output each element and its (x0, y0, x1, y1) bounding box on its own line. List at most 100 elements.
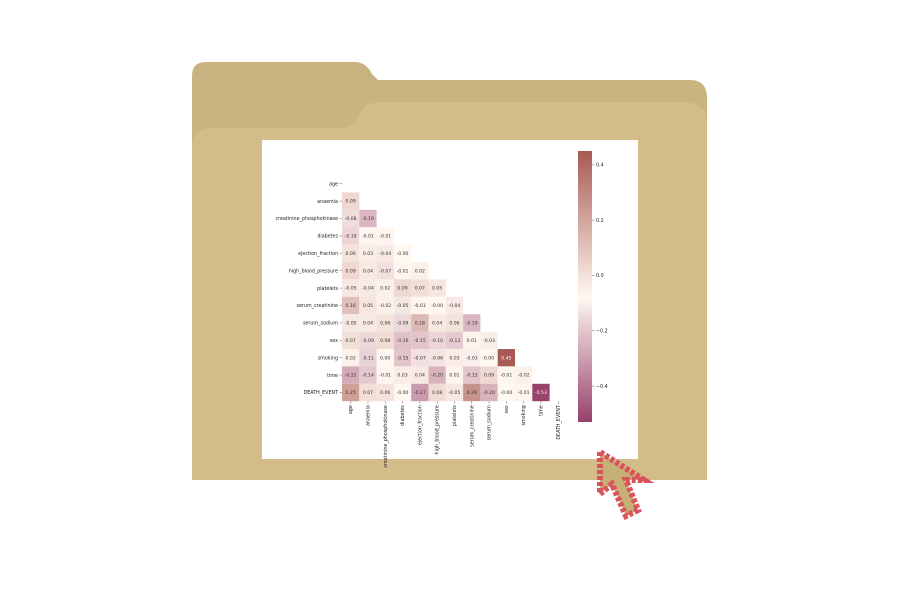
heatmap-cell (376, 314, 394, 332)
heatmap-cell (411, 262, 429, 280)
heatmap-cell-label: -0.06 (431, 355, 443, 361)
heatmap-cell (411, 279, 429, 297)
colorbar-tick-label: 0.2 (596, 218, 604, 224)
heatmap-cell-label: -0.03 (466, 355, 478, 361)
heatmap-cell (342, 279, 360, 297)
heatmap-cell-label: -0.20 (431, 373, 443, 379)
heatmap-cell-label: -0.02 (518, 373, 530, 379)
heatmap-cell (342, 331, 360, 349)
heatmap-cell-label: -0.05 (345, 286, 357, 292)
heatmap-cell (428, 314, 446, 332)
heatmap-cell (445, 331, 464, 349)
y-tick-label: serum_sodium (303, 321, 338, 327)
heatmap-cells (342, 192, 550, 402)
heatmap-cell-label: 0.18 (415, 321, 425, 327)
heatmap-cell-label: -0.09 (397, 321, 409, 327)
heatmap-cell (342, 209, 360, 228)
heatmap-cell-label: -0.04 (362, 286, 374, 292)
heatmap-cell (393, 314, 412, 332)
heatmap-cell-label: -0.16 (397, 338, 409, 344)
x-tick-label: serum_sodium (487, 405, 493, 440)
heatmap-cell (376, 331, 394, 349)
heatmap-cell (342, 262, 360, 280)
heatmap-cell (376, 244, 394, 262)
y-tick-label: creatinine_phosphokinase (276, 216, 338, 222)
heatmap-cell (463, 314, 481, 332)
heatmap-cell-label: -0.19 (362, 216, 374, 222)
heatmap-cell-label: -0.01 (362, 234, 374, 240)
y-tick-label: diabetes (317, 234, 338, 240)
heatmap-cell-label: 0.05 (363, 303, 373, 309)
heatmap-cell-label: -0.00 (397, 251, 409, 257)
heatmap-cell-label: 0.16 (346, 303, 356, 309)
y-tick-label: serum_creatinine (296, 303, 338, 309)
heatmap-cell (342, 227, 360, 245)
heatmap-cell (445, 349, 464, 367)
heatmap-cell (515, 366, 533, 384)
heatmap-cell-label: 0.29 (467, 390, 477, 396)
heatmap-cell (428, 279, 446, 297)
x-tick-label: serum_creatinine (469, 405, 475, 447)
heatmap-cell-label: -0.01 (414, 303, 426, 309)
heatmap-cell-label: 0.04 (415, 373, 425, 379)
heatmap-cell-label: 0.08 (380, 338, 390, 344)
heatmap-cell (342, 349, 360, 367)
heatmap-cell-label: -0.08 (345, 216, 357, 222)
heatmap-cell (445, 314, 464, 332)
heatmap-cell-label: -0.15 (466, 373, 478, 379)
heatmap-cell-label: 0.25 (346, 390, 356, 396)
x-tick-label: sex (505, 405, 510, 413)
heatmap-cell-label: -0.27 (414, 390, 426, 396)
x-tick-label: ejection_fraction (417, 405, 423, 445)
heatmap-cell-label: -0.14 (362, 373, 374, 379)
heatmap-cell (359, 262, 377, 280)
heatmap-cell-label: -0.05 (345, 321, 357, 327)
heatmap-cell (497, 383, 515, 402)
heatmap-cell (428, 349, 446, 367)
heatmap-cell (463, 331, 481, 349)
heatmap-cell-label: -0.01 (379, 373, 391, 379)
heatmap-cell-label: 0.07 (415, 286, 425, 292)
heatmap-cell (463, 383, 481, 402)
heatmap-cell (445, 366, 464, 384)
x-tick-label: high_blood_pressure (435, 405, 441, 454)
heatmap-cell (342, 296, 360, 315)
x-tick-label: time (539, 405, 545, 416)
heatmap-cell (359, 227, 377, 245)
heatmap-cell (411, 296, 429, 315)
heatmap-cell-label: 0.08 (432, 390, 442, 396)
heatmap-cell-label: -0.04 (379, 251, 391, 257)
heatmap-cell (497, 349, 515, 367)
heatmap-cell-label: 0.00 (484, 355, 494, 361)
heatmap-cell (480, 383, 498, 402)
y-tick-label: platelets (317, 286, 338, 292)
heatmap-cell-label: -0.00 (431, 303, 443, 309)
heatmap-cell-label: -0.05 (449, 390, 461, 396)
heatmap-cell (411, 314, 429, 332)
x-tick-label: diabetes (400, 405, 406, 426)
heatmap-cell (393, 296, 412, 315)
heatmap-cell-label: -0.01 (379, 234, 391, 240)
heatmap-cell (411, 366, 429, 384)
heatmap-cell (428, 296, 446, 315)
heatmap-cell-label: -0.07 (379, 268, 391, 274)
heatmap-cell-label: 0.04 (363, 268, 373, 274)
heatmap-cell (480, 331, 498, 349)
heatmap-cell (376, 366, 394, 384)
heatmap-cell (376, 279, 394, 297)
heatmap-cell-label: -0.09 (362, 338, 374, 344)
y-tick-label: high_blood_pressure (289, 268, 338, 274)
y-tick-label: time (327, 373, 338, 379)
heatmap-cell-label: -0.15 (397, 355, 409, 361)
heatmap-cell (342, 366, 360, 384)
y-tick-label: anaemia (317, 199, 338, 205)
heatmap-cell-label: -0.19 (466, 321, 478, 327)
heatmap-cell (359, 209, 377, 228)
x-tick-label: anaemia (366, 405, 372, 426)
x-tick-label: creatinine_phosphokinase (383, 405, 389, 467)
heatmap-cell-label: -0.01 (500, 373, 512, 379)
heatmap-cell-label: -0.00 (397, 390, 409, 396)
heatmap-cell-label: -0.02 (379, 303, 391, 309)
heatmap-cell (359, 349, 377, 367)
